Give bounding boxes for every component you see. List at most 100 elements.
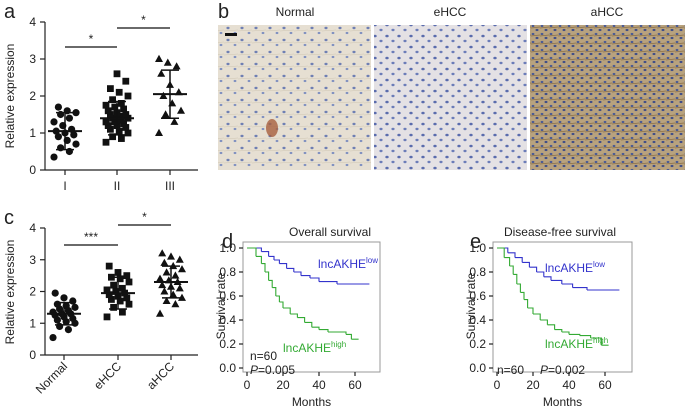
data-point [119,308,126,316]
y-tick-label: 2 [29,89,36,103]
stain-spot [266,119,278,137]
data-point [105,291,113,299]
data-point [110,281,117,289]
legend-label: lncAKHEhigh [545,336,608,351]
x-tick-label: 60 [348,378,362,392]
data-point [49,333,57,342]
survival-step [509,265,514,275]
significance-label: *** [84,230,98,244]
data-point [171,271,180,279]
data-point [115,88,123,96]
data-point [111,118,119,126]
data-point [125,300,133,308]
y-axis-label: Survival rate [464,272,478,339]
legend-name: lncAKHE [318,257,366,271]
data-point [122,77,130,85]
data-point [119,284,126,292]
x-tick-label: 40 [312,378,326,392]
y-tick-label: 0 [29,348,36,362]
image-label: Normal [276,5,315,19]
y-tick-label: 3 [29,52,36,66]
data-point [110,303,117,311]
data-point [175,255,184,263]
data-point [115,127,123,135]
x-tick-label: II [114,179,121,193]
data-point [71,303,79,311]
survival-step [256,255,262,264]
x-tick-label: 20 [526,378,540,392]
data-point [170,117,179,125]
data-point [118,100,125,107]
chart-title: Disease-free survival [504,225,616,239]
y-tick-label: 1.0 [219,241,236,255]
survival-step [590,337,602,346]
plot-frame [492,241,633,373]
data-point [53,300,62,308]
micrograph [218,25,371,170]
significance-label: * [142,210,147,224]
survival-step [304,321,313,328]
data-point [65,114,73,122]
legend-superscript: low [593,260,605,269]
data-point [155,128,163,136]
data-point [120,105,127,113]
y-tick-label: 0.0 [469,361,486,375]
survival-step [540,319,548,325]
annotation: n=60 [250,349,277,363]
survival-step [504,257,511,266]
chart-title: Overall survival [289,225,371,239]
data-point [162,268,171,276]
data-point [118,135,125,142]
survival-step [547,324,556,330]
panel-letter: a [4,1,16,23]
data-point [160,258,169,266]
data-point [116,297,124,305]
annotation: n=60 [497,363,524,377]
data-point [123,294,131,302]
survival-step [527,307,534,314]
data-point [72,109,80,117]
data-point [157,69,166,77]
data-point [107,85,114,92]
survival-step [561,283,574,288]
x-tick-label: 40 [562,378,576,392]
data-point [120,120,127,128]
survival-step [268,255,275,260]
data-point [156,274,164,282]
legend-superscript: low [366,256,378,265]
panel-letter: d [222,231,233,253]
significance-label: * [89,32,94,46]
x-tick-label: 0 [244,378,251,392]
data-point [167,252,175,260]
data-point [155,54,163,62]
x-axis-label: Months [292,395,331,409]
y-tick-label: 4 [29,221,36,235]
y-tick-label: 0.0 [219,361,236,375]
data-point [69,297,77,305]
p-value: P=0.002 [540,363,585,377]
y-axis-label: Relative expression [3,44,17,149]
data-point [103,286,111,294]
data-point [109,133,116,141]
data-point [64,326,72,334]
y-axis-label: Relative expression [3,240,17,345]
survival-step [513,273,518,284]
data-point [111,103,119,111]
y-tick-label: 1 [29,316,36,330]
panel-letter: b [218,1,229,23]
data-point [107,125,114,133]
x-tick-label: 20 [276,378,290,392]
survival-step [261,263,266,272]
survival-step [520,291,525,300]
data-point [172,62,181,70]
data-point [160,287,169,295]
x-tick-label: III [165,179,175,193]
survival-step [293,271,302,276]
x-tick-label: 0 [494,378,501,392]
survival-step [569,333,581,336]
data-point [159,91,168,99]
data-point [104,122,112,129]
panel-letter: c [4,207,14,229]
p-symbol: P [540,363,548,377]
survival-step [247,247,257,257]
